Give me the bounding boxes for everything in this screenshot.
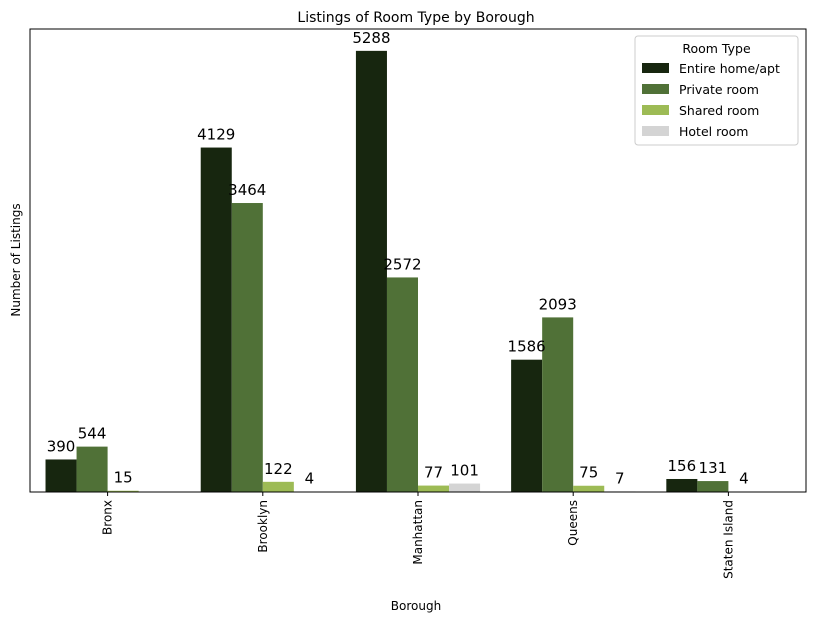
data-label-bronx-entire-home-apt: 390 — [47, 437, 76, 455]
legend-label-private-room: Private room — [679, 82, 759, 97]
bar-staten-island-private-room — [697, 481, 729, 492]
bar-manhattan-entire-home-apt — [355, 50, 387, 493]
x-ticks-layer: Bronx Brooklyn Manhattan Queens Staten Islan… — [101, 492, 735, 579]
data-label-queens-private-room: 2093 — [539, 295, 577, 313]
x-axis-label: Borough — [391, 599, 441, 613]
data-label-staten-island-private-room: 131 — [699, 459, 728, 477]
data-label-manhattan-entire-home-apt: 5288 — [352, 29, 390, 47]
data-label-staten-island-shared-room: 4 — [739, 470, 749, 488]
legend-box — [634, 35, 799, 146]
bar-brooklyn-private-room — [231, 203, 263, 493]
x-tick-label-queens: Queens — [566, 500, 580, 546]
x-tick-label-bronx: Bronx — [101, 500, 115, 535]
bar-queens-private-room — [542, 317, 574, 492]
chart-title: Listings of Room Type by Borough — [297, 10, 534, 26]
data-label-queens-shared-room: 75 — [579, 464, 598, 482]
legend-label-shared-room: Shared room — [679, 103, 759, 118]
data-label-brooklyn-shared-room: 122 — [264, 460, 293, 478]
y-axis-label: Number of Listings — [9, 203, 23, 316]
legend-swatch-entire-home-apt — [642, 63, 669, 73]
data-label-brooklyn-private-room: 3464 — [228, 181, 266, 199]
bar-manhattan-shared-room — [418, 485, 450, 492]
data-label-brooklyn-entire-home-apt: 4129 — [197, 126, 235, 144]
legend-swatch-private-room — [642, 84, 669, 94]
bar-bronx-shared-room — [107, 490, 139, 492]
legend: Room Type Entire home/apt Private room Shar… — [634, 35, 799, 146]
data-label-bronx-shared-room: 15 — [114, 469, 133, 487]
plot-area-frame — [29, 28, 807, 493]
bar-bronx-private-room — [76, 446, 108, 492]
legend-swatch-shared-room — [642, 105, 669, 115]
data-label-staten-island-entire-home-apt: 156 — [668, 457, 697, 475]
data-label-brooklyn-hotel-room: 4 — [305, 470, 315, 488]
data-label-manhattan-shared-room: 77 — [424, 464, 443, 482]
bar-brooklyn-shared-room — [262, 481, 294, 492]
bar-brooklyn-entire-home-apt — [200, 147, 232, 492]
data-label-queens-hotel-room: 7 — [615, 469, 625, 487]
x-tick-label-staten-island: Staten Island — [721, 500, 735, 579]
bar-manhattan-hotel-room — [449, 483, 481, 492]
bar-staten-island-entire-home-apt — [666, 478, 698, 492]
data-label-bronx-private-room: 544 — [78, 425, 107, 443]
legend-title: Room Type — [682, 41, 751, 56]
data-label-queens-entire-home-apt: 1586 — [508, 338, 546, 356]
bar-bronx-entire-home-apt — [45, 459, 77, 492]
x-tick-label-brooklyn: Brooklyn — [256, 500, 270, 553]
bar-queens-shared-room — [573, 485, 605, 492]
legend-swatch-hotel-room — [642, 126, 669, 136]
data-label-manhattan-private-room: 2572 — [383, 255, 421, 273]
bar-manhattan-private-room — [386, 277, 418, 492]
bars-layer — [45, 50, 760, 493]
bar-queens-entire-home-apt — [511, 359, 543, 492]
x-tick-label-manhattan: Manhattan — [411, 500, 425, 565]
legend-label-hotel-room: Hotel room — [679, 124, 748, 139]
legend-label-entire-home-apt: Entire home/apt — [679, 61, 780, 76]
data-label-manhattan-hotel-room: 101 — [450, 462, 479, 480]
